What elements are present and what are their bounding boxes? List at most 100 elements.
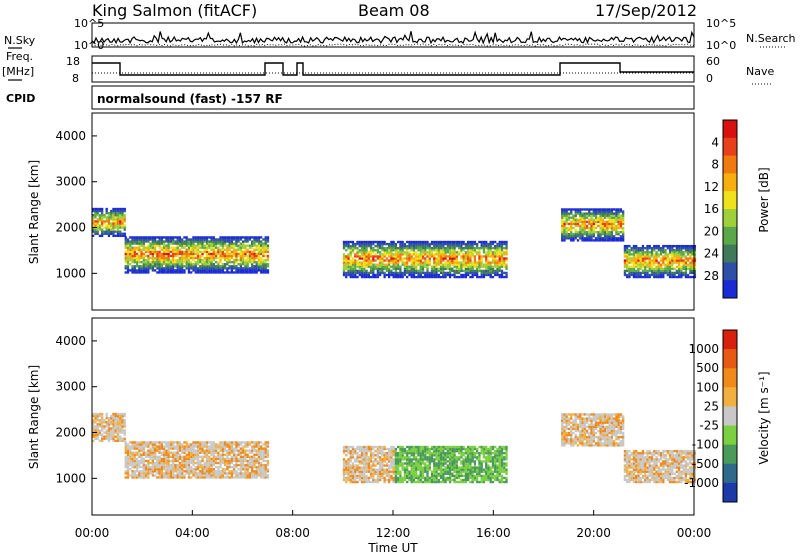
velocity-cell	[367, 470, 370, 473]
power-cell	[142, 263, 145, 266]
velocity-cell	[183, 461, 186, 465]
power-cell	[675, 249, 678, 252]
power-cell	[650, 265, 654, 268]
velocity-cell	[378, 447, 382, 451]
power-cell	[178, 271, 182, 274]
power-cell	[686, 257, 690, 260]
velocity-cell	[181, 443, 184, 446]
power-cell	[680, 253, 683, 256]
velocity-cell	[433, 445, 436, 449]
power-cell	[187, 258, 191, 262]
power-cell	[208, 244, 211, 247]
power-cell	[129, 236, 132, 239]
power-cell	[160, 238, 164, 241]
power-cell	[196, 250, 200, 254]
power-cell	[246, 256, 249, 260]
power-cell	[487, 261, 490, 264]
power-cell	[183, 252, 186, 256]
velocity-cell	[387, 456, 391, 459]
power-cell	[466, 255, 470, 258]
power-cell	[212, 252, 215, 256]
power-cell	[496, 255, 499, 258]
power-cell	[435, 244, 438, 248]
velocity-cell	[226, 449, 229, 452]
power-cell	[453, 242, 456, 246]
power-cell	[110, 222, 113, 225]
velocity-cell	[342, 464, 346, 467]
velocity-cell	[181, 474, 184, 477]
velocity-cell	[248, 459, 252, 463]
velocity-cell	[381, 452, 384, 455]
velocity-cell	[114, 414, 117, 418]
velocity-cell	[406, 476, 409, 480]
power-cell	[464, 269, 468, 273]
power-cell	[485, 251, 488, 254]
velocity-cell	[381, 460, 384, 463]
velocity-cell	[158, 457, 161, 461]
velocity-cell	[419, 472, 422, 475]
velocity-cell	[185, 459, 188, 463]
power-cell	[478, 265, 481, 268]
velocity-cell	[264, 472, 267, 475]
velocity-cell	[94, 412, 97, 416]
power-cell	[244, 250, 247, 254]
power-cell	[251, 267, 254, 270]
velocity-cell	[230, 470, 234, 473]
velocity-cell	[235, 461, 238, 465]
velocity-cell	[237, 474, 240, 477]
power-cell	[212, 236, 215, 239]
power-cell	[570, 216, 573, 219]
power-cell	[480, 259, 483, 262]
power-cell	[383, 273, 386, 277]
power-cell	[583, 208, 586, 211]
power-cell	[590, 235, 593, 238]
power-cell	[500, 265, 504, 268]
velocity-cell	[392, 466, 395, 469]
velocity-cell	[199, 463, 202, 467]
power-cell	[460, 244, 463, 248]
power-cell	[210, 242, 213, 245]
power-cell	[381, 271, 384, 275]
velocity-cell	[181, 459, 184, 463]
power-cell	[406, 247, 409, 250]
power-cell	[212, 238, 215, 241]
velocity-cell	[149, 461, 152, 465]
velocity-cell	[430, 445, 434, 449]
power-cell	[203, 250, 206, 254]
power-cell	[588, 214, 591, 217]
velocity-cell	[185, 441, 188, 444]
velocity-cell	[390, 460, 393, 463]
power-cell	[453, 255, 456, 258]
power-cell	[374, 267, 377, 270]
velocity-cell	[385, 464, 389, 467]
velocity-cell	[178, 441, 182, 444]
velocity-cell	[221, 470, 224, 473]
power-cell	[176, 244, 179, 247]
power-cell	[677, 247, 681, 250]
y-tick-label: 2000	[55, 221, 86, 235]
power-cell	[156, 256, 159, 260]
velocity-cell	[374, 464, 377, 467]
power-cell	[140, 269, 143, 272]
power-cell	[603, 228, 607, 232]
velocity-cell	[212, 455, 215, 459]
velocity-cell	[248, 476, 252, 479]
velocity-cell	[187, 449, 191, 452]
power-cell	[126, 265, 130, 268]
power-cell	[567, 228, 571, 232]
power-cell	[107, 232, 111, 235]
power-cell	[494, 269, 497, 273]
power-cell	[612, 224, 616, 228]
power-cell	[637, 263, 640, 266]
velocity-cell	[392, 472, 395, 475]
power-cell	[671, 275, 674, 279]
velocity-cell	[183, 476, 186, 479]
velocity-cell	[412, 474, 416, 478]
velocity-cell	[419, 454, 422, 457]
velocity-cell	[253, 459, 256, 463]
power-cell	[588, 218, 591, 221]
velocity-cell	[208, 470, 211, 473]
velocity-cell	[260, 451, 263, 454]
velocity-cell	[232, 449, 236, 452]
velocity-cell	[406, 452, 409, 455]
